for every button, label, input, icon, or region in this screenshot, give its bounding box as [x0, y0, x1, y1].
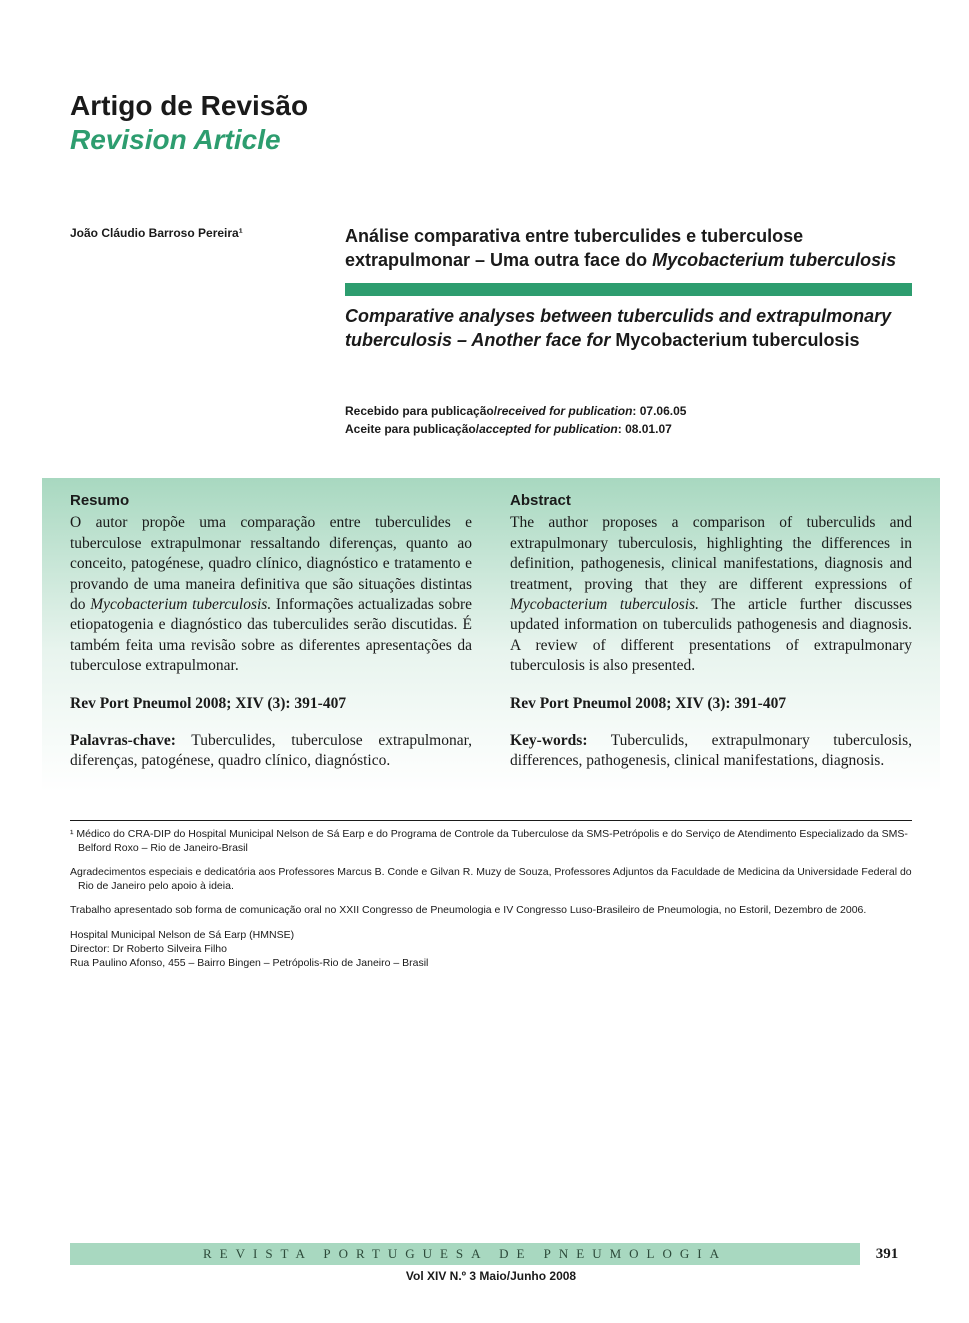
title-en-species: Mycobacterium tuberculosis	[610, 330, 859, 350]
resumo-column: Resumo O autor propõe uma comparação ent…	[70, 492, 472, 772]
address-line: Rua Paulino Afonso, 455 – Bairro Bingen …	[70, 957, 428, 969]
page-number: 391	[860, 1243, 912, 1265]
author-name: João Cláudio Barroso Pereira¹	[70, 224, 305, 478]
resumo-citation: Rev Port Pneumol 2008; XIV (3): 391-407	[70, 695, 472, 713]
accepted-line: Aceite para publicação/accepted for publ…	[345, 420, 912, 438]
footnote-4: Hospital Municipal Nelson de Sá Earp (HM…	[70, 928, 912, 971]
received-en: received for publication	[497, 404, 632, 418]
volume-line: Vol XIV N.º 3 Maio/Junho 2008	[70, 1269, 912, 1283]
publication-dates: Recebido para publicação/received for pu…	[345, 402, 912, 438]
footnote-1: ¹ Médico do CRA-DIP do Hospital Municipa…	[70, 827, 912, 855]
resumo-keywords: Palavras-chave: Tuberculides, tuberculos…	[70, 731, 472, 772]
title-column: Análise comparativa entre tuberculides e…	[345, 224, 912, 478]
accepted-pt: Aceite para publicação/	[345, 422, 479, 436]
journal-name-band: REVISTA PORTUGUESA DE PNEUMOLOGIA	[70, 1243, 860, 1265]
resumo-body: O autor propõe uma comparação entre tube…	[70, 513, 472, 677]
footer-notes: ¹ Médico do CRA-DIP do Hospital Municipa…	[70, 820, 912, 970]
article-type-en: Revision Article	[70, 124, 912, 156]
keywords-label: Key-words:	[510, 732, 588, 749]
article-type-pt: Artigo de Revisão	[70, 90, 912, 122]
abstract-citation: Rev Port Pneumol 2008; XIV (3): 391-407	[510, 695, 912, 713]
director-line: Director: Dr Roberto Silveira Filho	[70, 943, 227, 955]
received-pt: Recebido para publicação/	[345, 404, 497, 418]
abstract-body: The author proposes a comparison of tube…	[510, 513, 912, 677]
abstract-column: Abstract The author proposes a compariso…	[510, 492, 912, 772]
footnote-2: Agradecimentos especiais e dedicatória a…	[70, 865, 912, 893]
accepted-date: : 08.01.07	[618, 422, 672, 436]
received-line: Recebido para publicação/received for pu…	[345, 402, 912, 420]
resumo-heading: Resumo	[70, 492, 472, 509]
hospital-name: Hospital Municipal Nelson de Sá Earp (HM…	[70, 929, 294, 941]
abstract-text-1: The author proposes a comparison of tube…	[510, 514, 912, 592]
palavras-chave-label: Palavras-chave:	[70, 732, 176, 749]
header-row: João Cláudio Barroso Pereira¹ Análise co…	[70, 224, 912, 478]
received-date: : 07.06.05	[632, 404, 686, 418]
abstract-species: Mycobacterium tuberculosis.	[510, 596, 699, 613]
title-pt: Análise comparativa entre tuberculides e…	[345, 224, 912, 273]
abstract-section: Resumo O autor propõe uma comparação ent…	[42, 478, 940, 792]
title-en: Comparative analyses between tuberculids…	[345, 304, 912, 353]
green-divider-bar	[345, 283, 912, 296]
footer-band: REVISTA PORTUGUESA DE PNEUMOLOGIA 391	[70, 1243, 912, 1265]
accepted-en: accepted for publication	[479, 422, 618, 436]
abstract-heading: Abstract	[510, 492, 912, 509]
title-pt-species: Mycobacterium tuberculosis	[652, 250, 896, 270]
abstract-keywords: Key-words: Tuberculids, extrapulmonary t…	[510, 731, 912, 772]
page-footer: REVISTA PORTUGUESA DE PNEUMOLOGIA 391 Vo…	[70, 1243, 912, 1283]
resumo-species: Mycobacterium tuberculosis.	[90, 596, 271, 613]
footnote-3: Trabalho apresentado sob forma de comuni…	[70, 903, 912, 917]
